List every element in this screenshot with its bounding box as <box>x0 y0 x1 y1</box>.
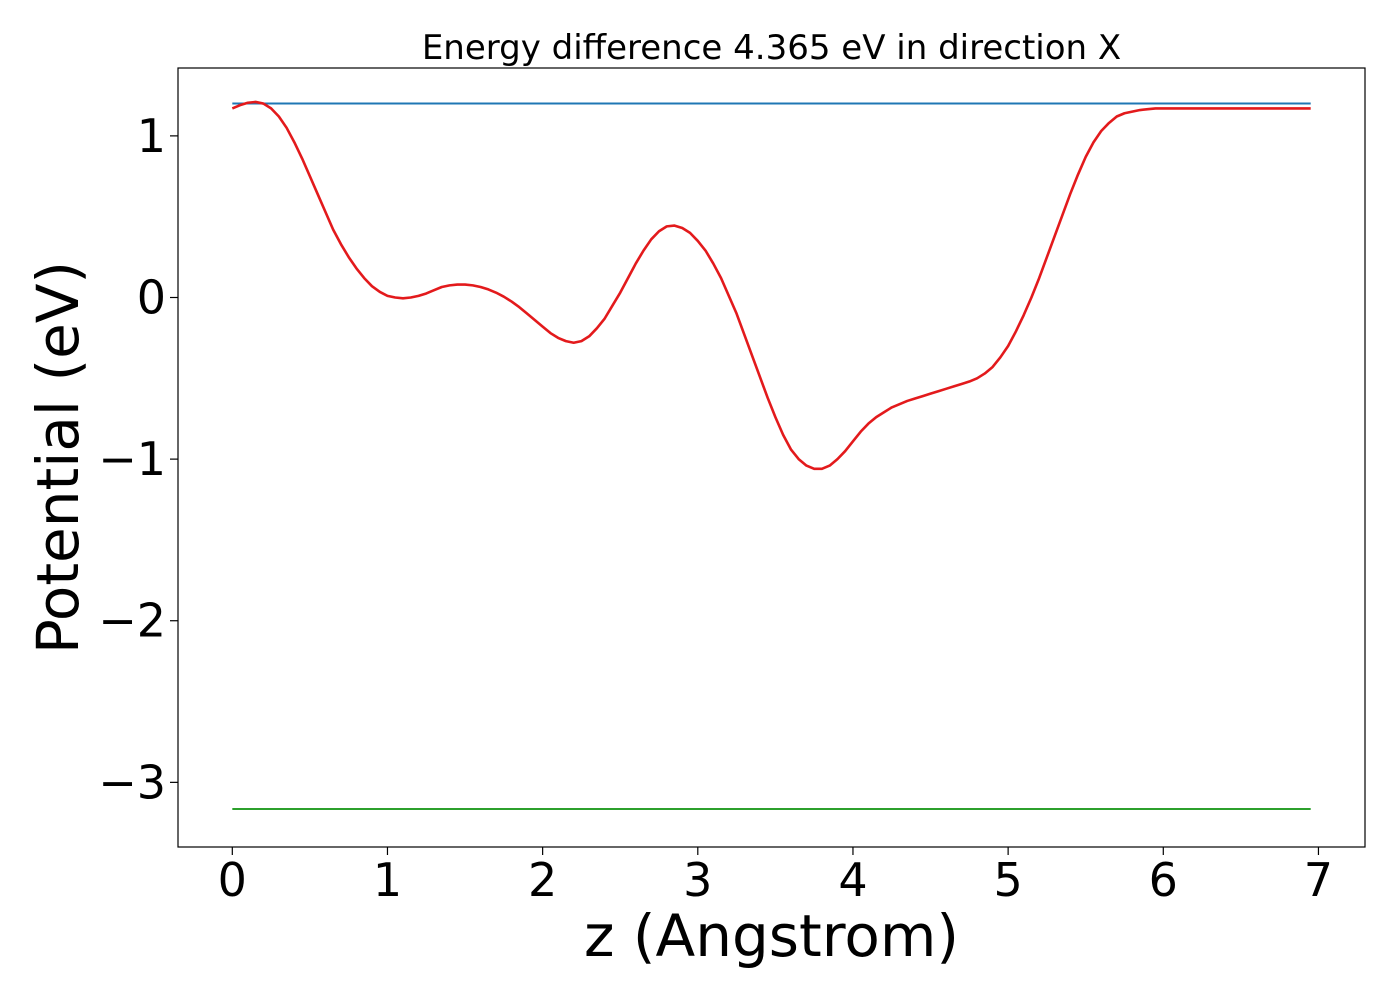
x-tick-label: 1 <box>373 853 402 907</box>
x-tick-label: 7 <box>1304 853 1333 907</box>
y-axis-ticks: 1 0 −1 −2 −3 <box>98 109 178 809</box>
x-tick-label: 5 <box>993 853 1022 907</box>
y-tick-label: −3 <box>98 755 166 809</box>
y-axis-label: Potential (eV) <box>24 261 92 654</box>
y-tick-label: 0 <box>137 270 166 324</box>
series-line-3 <box>231 100 1311 471</box>
x-tick-label: 4 <box>838 853 867 907</box>
series-layer <box>231 100 1311 811</box>
x-tick-label: 2 <box>528 853 557 907</box>
x-axis-label: z (Angstrom) <box>584 902 959 970</box>
plot-frame <box>177 67 1366 848</box>
y-tick-label: −1 <box>98 432 166 486</box>
y-tick-label: 1 <box>137 109 166 163</box>
chart-title: Energy difference 4.365 eV in direction … <box>422 28 1121 68</box>
y-tick-label: −2 <box>98 594 166 648</box>
x-tick-label: 3 <box>683 853 712 907</box>
x-tick-label: 6 <box>1149 853 1178 907</box>
x-axis-ticks: 0 1 2 3 4 5 6 7 <box>218 847 1333 907</box>
x-tick-label: 0 <box>218 853 247 907</box>
